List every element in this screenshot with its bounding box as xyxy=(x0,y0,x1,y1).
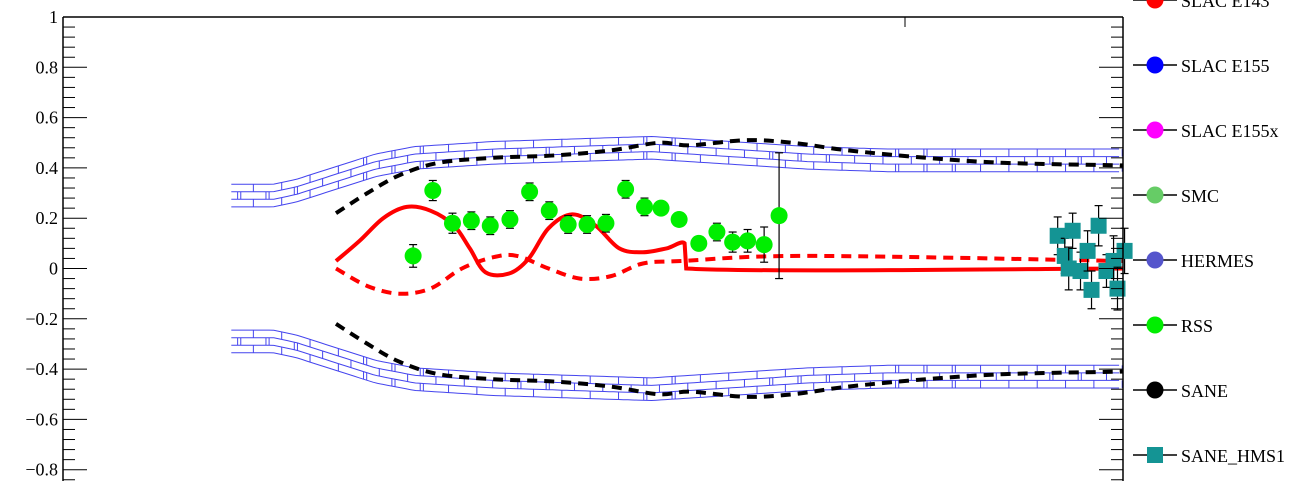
data-point-square xyxy=(1064,222,1081,239)
data-point-circle xyxy=(559,215,577,233)
legend-entry: SMC xyxy=(1133,186,1219,206)
band-edge-line xyxy=(231,158,1120,208)
legend-entry: SANE_HMS1 xyxy=(1133,446,1285,466)
legend: SLAC E143 SLAC E155 SLAC E155x SMC HERMES RSS… xyxy=(1133,0,1285,466)
model-curve-dashed xyxy=(335,252,1124,296)
data-point-circle xyxy=(424,182,442,200)
legend-label: SANE_HMS1 xyxy=(1181,446,1285,466)
band-edge-line xyxy=(231,344,1120,394)
series-rss xyxy=(404,152,788,280)
data-point-circle xyxy=(739,232,757,250)
band-edge-line xyxy=(231,352,1120,402)
legend-entry: SLAC E155x xyxy=(1133,121,1279,141)
legend-label: SLAC E155x xyxy=(1181,121,1279,141)
legend-marker-circle xyxy=(1146,186,1164,204)
systematic-band-layer xyxy=(231,135,1123,402)
legend-label: SLAC E143 xyxy=(1181,0,1270,11)
data-point-square xyxy=(1083,281,1100,298)
y-tick-label: −0.6 xyxy=(25,409,58,429)
legend-entry: RSS xyxy=(1133,316,1213,336)
legend-label: SANE xyxy=(1181,381,1228,401)
legend-entry: SANE xyxy=(1133,381,1228,401)
legend-label: RSS xyxy=(1181,316,1213,336)
data-point-square xyxy=(1090,217,1107,234)
data-point-circle xyxy=(578,215,596,233)
data-point-circle xyxy=(540,202,558,220)
data-point-circle xyxy=(636,198,654,216)
y-tick-label: −0.2 xyxy=(25,309,58,329)
y-tick-label: 1 xyxy=(49,7,58,27)
data-point-circle xyxy=(670,210,688,228)
data-point-circle xyxy=(404,247,422,265)
systematic-band xyxy=(231,135,1123,208)
legend-label: SLAC E155 xyxy=(1181,56,1270,76)
band-edge-line xyxy=(231,135,1120,185)
band-edge-line xyxy=(231,143,1120,193)
data-point-circle xyxy=(755,236,773,254)
y-tick-label: −0.4 xyxy=(25,359,58,379)
legend-marker-circle xyxy=(1146,251,1164,269)
data-point-square xyxy=(1116,242,1133,259)
data-point-circle xyxy=(690,234,708,252)
data-point-square xyxy=(1072,263,1089,280)
data-point-circle xyxy=(708,223,726,241)
data-points-layer xyxy=(404,152,1133,311)
model-curves-layer xyxy=(334,138,1124,399)
model-curve-solid xyxy=(334,204,1124,278)
data-point-circle xyxy=(443,214,461,232)
legend-marker-circle xyxy=(1146,121,1164,139)
legend-marker-circle xyxy=(1146,381,1164,399)
legend-label: HERMES xyxy=(1181,251,1254,271)
legend-entry: SLAC E155 xyxy=(1133,56,1270,76)
data-point-circle xyxy=(652,199,670,217)
model-curve-dashed xyxy=(334,322,1124,399)
y-tick-label: 0.2 xyxy=(36,208,59,228)
legend-marker-square xyxy=(1147,447,1163,463)
data-point-circle xyxy=(501,210,519,228)
data-point-square xyxy=(1049,227,1066,244)
systematic-band xyxy=(231,329,1123,402)
legend-marker-circle xyxy=(1146,316,1164,334)
y-tick-label: −0.8 xyxy=(25,460,58,480)
band-edge-line xyxy=(231,337,1120,386)
data-point-circle xyxy=(481,217,499,235)
y-tick-label: 0.6 xyxy=(36,108,59,128)
data-point-circle xyxy=(462,212,480,230)
axes-layer: 1 0.8 0.6 0.4 0.2 0 −0.2 −0.4 −0.6 −0.8 xyxy=(25,7,1124,481)
legend-label: SMC xyxy=(1181,186,1219,206)
legend-entry: HERMES xyxy=(1133,251,1254,271)
data-point-circle xyxy=(770,207,788,225)
data-point-circle xyxy=(521,183,539,201)
legend-marker-circle xyxy=(1146,56,1164,74)
legend-marker-circle xyxy=(1146,0,1164,9)
data-point-circle xyxy=(617,180,635,198)
y-tick-label: 0 xyxy=(49,259,58,279)
band-edge-line xyxy=(231,151,1120,200)
data-point-circle xyxy=(597,214,615,232)
band-edge-line xyxy=(231,329,1120,379)
y-tick-label: 0.8 xyxy=(36,57,59,77)
y-tick-label: 0.4 xyxy=(36,158,59,178)
data-point-square xyxy=(1079,242,1096,259)
legend-entry: SLAC E143 xyxy=(1133,0,1270,11)
data-point-circle xyxy=(724,233,742,251)
model-curve-dashed xyxy=(334,138,1124,215)
